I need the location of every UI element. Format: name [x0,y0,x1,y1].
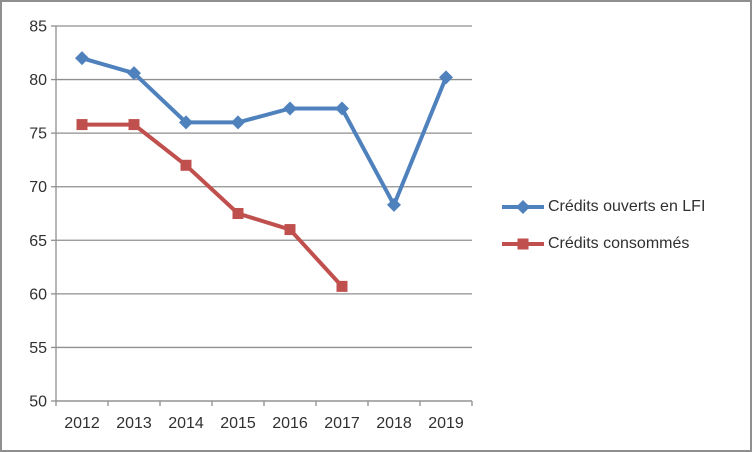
x-tick-label: 2016 [272,415,308,432]
diamond-marker-lfi [335,101,349,116]
chart-plot-area: 50 55 60 65 70 75 80 85 2012 2013 2014 2015 2016 2017… [29,19,473,432]
x-tick-label: 2013 [116,415,152,432]
y-tick-label: 55 [29,340,47,357]
square-marker-consommes [180,159,192,171]
diamond-marker-lfi-legend [516,200,530,214]
diamond-marker-lfi [283,101,297,116]
x-tick-label: 2018 [376,415,412,432]
series-lfi [75,51,453,212]
square-marker-consommes [284,224,296,236]
diamond-marker-lfi [439,70,453,85]
x-tick-label: 2012 [64,415,100,432]
series-line-consommes [80,122,344,289]
x-tick-label: 2017 [324,415,360,432]
y-tick-label: 50 [29,394,47,411]
legend-label-lfi: Crédits ouverts en LFI [548,198,706,215]
square-marker-consommes [232,208,244,219]
square-marker-consommes [336,280,348,292]
legend-item-consommes: Crédits consommés [501,232,705,256]
legend-marker-lfi [502,200,544,214]
square-marker-consommes [128,119,140,131]
diamond-marker-lfi [127,66,141,81]
diamond-marker-lfi [231,115,245,130]
legend-label-consommes: Crédits consommés [548,235,690,252]
y-tick-label: 60 [29,286,47,303]
x-tick-label: 2015 [220,415,256,432]
x-tick-label: 2014 [168,415,204,432]
diamond-marker-lfi [387,197,401,212]
y-tick-label: 80 [29,72,47,89]
legend-marker-consommes [502,238,544,250]
chart-legend: Crédits ouverts en LFI Crédits consommés [501,195,705,256]
square-marker-consommes [76,119,88,131]
diamond-marker-lfi [75,51,89,66]
square-marker-consommes-legend [517,238,529,250]
y-axis-labels: 50 55 60 65 70 75 80 85 [29,19,47,411]
series-consommes [76,119,348,292]
y-gridlines [56,25,472,402]
y-tick-label: 65 [29,233,47,250]
x-tick-label: 2019 [428,415,464,432]
y-tick-label: 85 [29,19,47,36]
y-tick-label: 70 [29,179,47,196]
diamond-marker-lfi [179,115,193,130]
y-tick-label: 75 [29,126,47,143]
x-axis-labels: 2012 2013 2014 2015 2016 2017 2018 2019 [64,415,464,432]
legend-item-lfi: Crédits ouverts en LFI [501,195,705,219]
axis-ticks [51,25,473,406]
series-line-lfi [80,56,448,207]
